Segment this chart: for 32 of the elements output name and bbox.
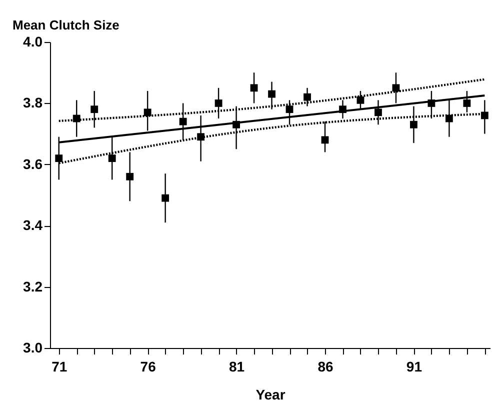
point bbox=[108, 154, 116, 162]
point bbox=[304, 93, 311, 101]
point bbox=[374, 108, 382, 116]
point bbox=[480, 112, 488, 120]
y-tick-label: 3.8 bbox=[23, 94, 43, 111]
point bbox=[356, 96, 364, 104]
x-tick-label: 81 bbox=[229, 358, 245, 374]
point bbox=[179, 118, 187, 126]
y-tick-label: 3.4 bbox=[23, 217, 43, 234]
point bbox=[90, 106, 98, 114]
point bbox=[162, 194, 170, 202]
y-axis-title: Mean Clutch Size bbox=[12, 18, 120, 32]
x-tick-label: 76 bbox=[140, 358, 156, 374]
point bbox=[214, 99, 222, 107]
y-tick-label: 3.2 bbox=[23, 278, 43, 294]
point bbox=[144, 108, 152, 116]
point bbox=[55, 154, 63, 162]
point bbox=[410, 120, 418, 128]
point bbox=[250, 84, 258, 92]
y-tick-label: 3.6 bbox=[23, 156, 43, 172]
x-tick-label: 86 bbox=[318, 358, 334, 374]
y-tick-label: 3.0 bbox=[23, 340, 43, 356]
point bbox=[126, 172, 134, 180]
point bbox=[392, 84, 400, 92]
x-axis-title: Year bbox=[256, 386, 286, 402]
point bbox=[268, 90, 276, 98]
x-tick-label: 71 bbox=[52, 358, 68, 374]
point bbox=[286, 106, 294, 114]
point bbox=[463, 99, 471, 107]
x-tick-label: 91 bbox=[406, 358, 422, 374]
y-tick-label: 4.0 bbox=[23, 34, 43, 50]
point bbox=[321, 136, 329, 144]
